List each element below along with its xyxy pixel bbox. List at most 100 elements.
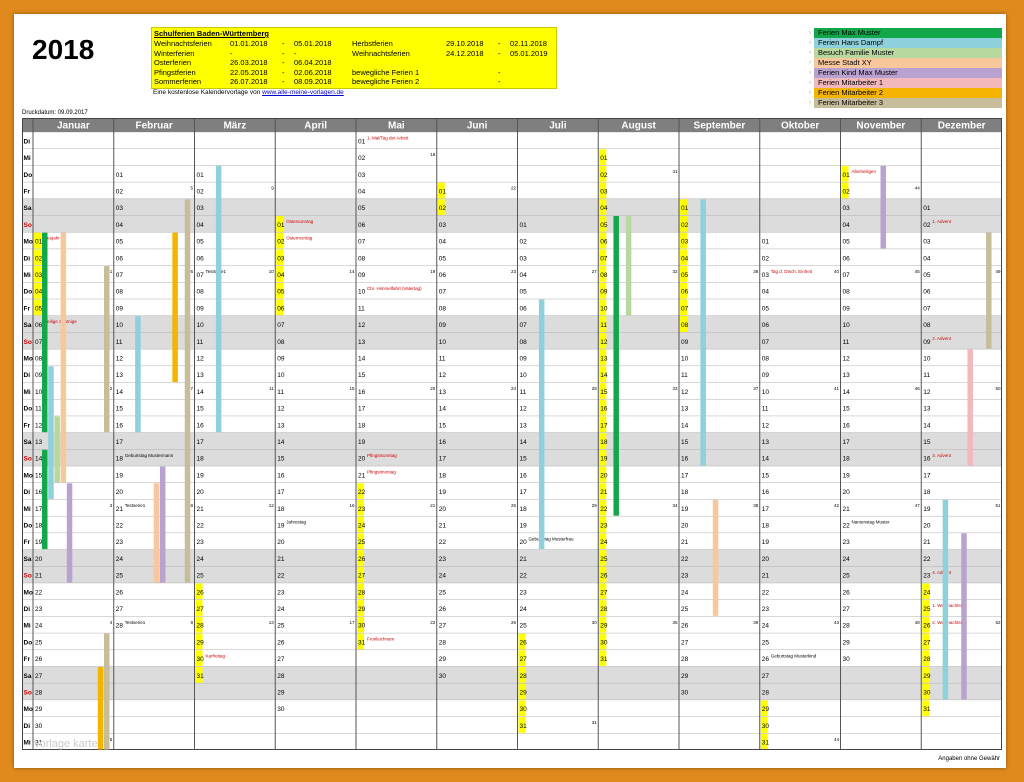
source-link[interactable]: www.alle-meine-vorlagen.de bbox=[262, 89, 344, 96]
weekday-label: Do bbox=[24, 639, 33, 646]
day-number: 30 bbox=[600, 639, 608, 646]
day-number: 21 bbox=[600, 489, 608, 496]
day-number: 27 bbox=[843, 606, 851, 613]
day-number: 04 bbox=[197, 222, 205, 229]
row-band bbox=[22, 733, 1002, 750]
day-number: 27 bbox=[35, 673, 43, 680]
school-holiday-cell bbox=[922, 683, 930, 700]
day-number: 24 bbox=[520, 606, 528, 613]
week-number: 30 bbox=[592, 620, 598, 625]
holiday-sep: - bbox=[282, 58, 285, 67]
day-number: 12 bbox=[35, 422, 43, 429]
day-number: 28 bbox=[277, 673, 285, 680]
weekday-label: Mi bbox=[24, 740, 31, 747]
day-number: 07 bbox=[520, 322, 528, 329]
holiday-sep: - bbox=[282, 77, 285, 86]
day-number: 12 bbox=[277, 406, 285, 413]
day-annotation: Geburtstag Musterkind bbox=[771, 653, 817, 658]
day-number: 13 bbox=[762, 439, 770, 446]
row-band bbox=[22, 516, 1002, 533]
week-number: 13 bbox=[269, 620, 275, 625]
day-number: 10 bbox=[277, 372, 285, 379]
weekday-label: Mi bbox=[24, 155, 31, 162]
day-number: 19 bbox=[116, 472, 124, 479]
day-number: 13 bbox=[843, 372, 851, 379]
holiday-row: Herbstferien 29.10.2018-02.11.2018 bbox=[152, 39, 556, 48]
week-number: 24 bbox=[511, 386, 517, 391]
holiday-to: 02.06.2018 bbox=[294, 67, 332, 77]
day-number: 18 bbox=[358, 422, 366, 429]
day-number: 16 bbox=[358, 389, 366, 396]
event-bar bbox=[42, 449, 48, 550]
row-band bbox=[22, 532, 1002, 550]
day-number: 17 bbox=[197, 439, 205, 446]
legend-label: Ferien Max Muster bbox=[814, 28, 1002, 38]
day-number: 07 bbox=[35, 339, 43, 346]
day-number: 03 bbox=[116, 205, 124, 212]
day-annotation: Tag d. Dtsch. Einheit bbox=[771, 269, 813, 274]
holiday-row: bewegliche Ferien 1 - bbox=[152, 68, 556, 77]
week-number: 44 bbox=[834, 737, 840, 742]
week-number: 49 bbox=[995, 269, 1001, 274]
weekday-label: Fr bbox=[24, 305, 31, 312]
day-number: 10 bbox=[358, 289, 366, 296]
school-holiday-cell bbox=[680, 282, 687, 299]
day-number: 19 bbox=[439, 489, 447, 496]
school-holiday-cell bbox=[599, 282, 607, 299]
day-number: 29 bbox=[843, 639, 851, 646]
day-number: 29 bbox=[681, 673, 689, 680]
day-number: 28 bbox=[439, 639, 447, 646]
holiday-sep: - bbox=[282, 39, 285, 48]
month-header: August bbox=[621, 121, 656, 132]
holiday-name: Weihnachtsferien bbox=[154, 39, 212, 48]
day-number: 31 bbox=[520, 723, 528, 730]
row-band bbox=[22, 265, 1002, 283]
month-header: März bbox=[223, 121, 246, 132]
day-number: 18 bbox=[277, 506, 285, 513]
row-band bbox=[22, 449, 1002, 467]
day-number: 05 bbox=[439, 255, 447, 262]
row-band bbox=[22, 382, 1002, 400]
day-number: 28 bbox=[358, 589, 366, 596]
day-number: 28 bbox=[116, 623, 124, 630]
day-number: 06 bbox=[197, 255, 205, 262]
school-holiday-cell bbox=[276, 299, 284, 316]
event-bar bbox=[215, 165, 222, 433]
day-number: 08 bbox=[681, 322, 689, 329]
school-holiday-cell bbox=[680, 299, 687, 316]
holiday-from: - bbox=[230, 48, 233, 58]
holiday-row: Pfingstferien 22.05.2018-02.06.2018 bbox=[152, 68, 556, 77]
row-band bbox=[22, 282, 1002, 300]
day-number: 21 bbox=[520, 556, 528, 563]
day-number: 05 bbox=[681, 272, 689, 279]
day-number: 09 bbox=[923, 339, 931, 346]
week-number: 31 bbox=[592, 720, 598, 725]
day-number: 01 bbox=[762, 239, 770, 246]
event-bar bbox=[60, 232, 67, 483]
school-holiday-cell bbox=[599, 483, 607, 499]
day-number: 04 bbox=[923, 255, 931, 262]
day-number: 05 bbox=[35, 305, 43, 312]
legend-label: Ferien Kind Max Muster bbox=[814, 68, 1002, 78]
day-number: 27 bbox=[358, 573, 366, 580]
weekday-label: Sa bbox=[24, 439, 32, 446]
legend-item: › Ferien Hans Dampf bbox=[806, 38, 1002, 48]
holiday-name: Herbstferien bbox=[352, 39, 393, 48]
day-number: 25 bbox=[600, 556, 608, 563]
day-number: 16 bbox=[923, 456, 931, 463]
weekday-label: Sa bbox=[24, 556, 32, 563]
school-holiday-cell bbox=[680, 249, 687, 266]
school-holiday-cell bbox=[922, 700, 930, 717]
week-number: 43 bbox=[834, 620, 840, 625]
day-number: 18 bbox=[197, 456, 205, 463]
bullet-icon: › bbox=[809, 50, 811, 56]
row-band bbox=[22, 716, 1002, 734]
week-number: 9 bbox=[271, 186, 274, 191]
weekday-label: Fr bbox=[24, 656, 31, 663]
day-number: 24 bbox=[762, 623, 770, 630]
day-number: 03 bbox=[35, 272, 43, 279]
day-number: 13 bbox=[439, 389, 447, 396]
day-number: 04 bbox=[762, 289, 770, 296]
day-number: 21 bbox=[197, 506, 205, 513]
day-number: 02 bbox=[600, 172, 608, 179]
